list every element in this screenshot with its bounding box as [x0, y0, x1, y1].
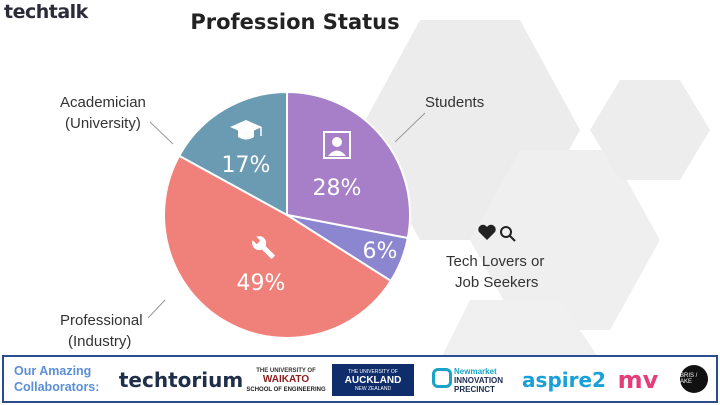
- techtorium-logo: techtorium: [118, 368, 244, 392]
- chart-title: Profession Status: [190, 10, 400, 34]
- pct-tech-lovers: 6%: [363, 239, 398, 264]
- pct-professional: 49%: [237, 271, 286, 296]
- bris-ake-logo: BRIS / AKE: [680, 365, 708, 393]
- collaborators-footer: Our Amazing Collaborators: techtorium TH…: [2, 355, 718, 403]
- mv-logo: mv: [617, 366, 659, 394]
- auckland-top: THE UNIVERSITY OF: [348, 368, 398, 375]
- person-portrait-icon: [323, 131, 351, 159]
- pct-academician: 17%: [222, 153, 271, 178]
- innovation-ring-icon: [432, 368, 452, 388]
- innov-name: INNOVATION: [454, 375, 504, 385]
- waikato-top: THE UNIVERSITY OF: [256, 367, 316, 374]
- auckland-sub: NEW ZEALAND: [354, 385, 392, 392]
- graduation-cap-icon: [230, 120, 262, 140]
- label-tech-lovers-line1: Tech Lovers or: [446, 253, 545, 270]
- brand-logo: techtalk: [4, 1, 88, 23]
- label-tech-lovers-line2: Job Seekers: [455, 274, 539, 291]
- auckland-logo: THE UNIVERSITY OF AUCKLAND NEW ZEALAND: [332, 364, 414, 396]
- leader-line-students: [394, 112, 426, 143]
- waikato-eng: SCHOOL OF ENGINEERING: [246, 386, 326, 393]
- label-professional-line1: Professional: [60, 312, 143, 329]
- waikato-name: WAIKATO: [262, 373, 310, 385]
- collaborators-heading: Our Amazing Collaborators:: [14, 363, 99, 395]
- innov-top: Newmarket: [454, 366, 497, 376]
- leader-line-academician: [149, 121, 174, 145]
- label-academician-line2: (University): [65, 115, 141, 132]
- search-icon: [500, 226, 516, 242]
- pie-slice-students: [286, 90, 411, 240]
- pie-slice-academician-university: [177, 90, 288, 217]
- label-academician-line1: Academician: [60, 94, 146, 111]
- collab-line2: Collaborators:: [14, 380, 100, 394]
- label-students: Students: [425, 94, 485, 111]
- innovation-precinct-logo: Newmarket INNOVATION PRECINCT: [432, 364, 522, 396]
- aspire2-logo: aspire2: [522, 368, 606, 392]
- wrench-icon: [251, 235, 276, 260]
- heart-icon: [478, 224, 496, 240]
- pie-slice-professional-industry: [163, 154, 393, 339]
- label-professional-line2: (Industry): [68, 333, 132, 350]
- waikato-logo: THE UNIVERSITY OF WAIKATO SCHOOL OF ENGI…: [244, 364, 328, 396]
- auckland-name: AUCKLAND: [344, 374, 402, 386]
- leader-line-professional: [147, 299, 166, 319]
- collab-line1: Our Amazing: [14, 364, 92, 378]
- innov-sub: PRECINCT: [454, 384, 495, 394]
- pct-students: 28%: [313, 176, 362, 201]
